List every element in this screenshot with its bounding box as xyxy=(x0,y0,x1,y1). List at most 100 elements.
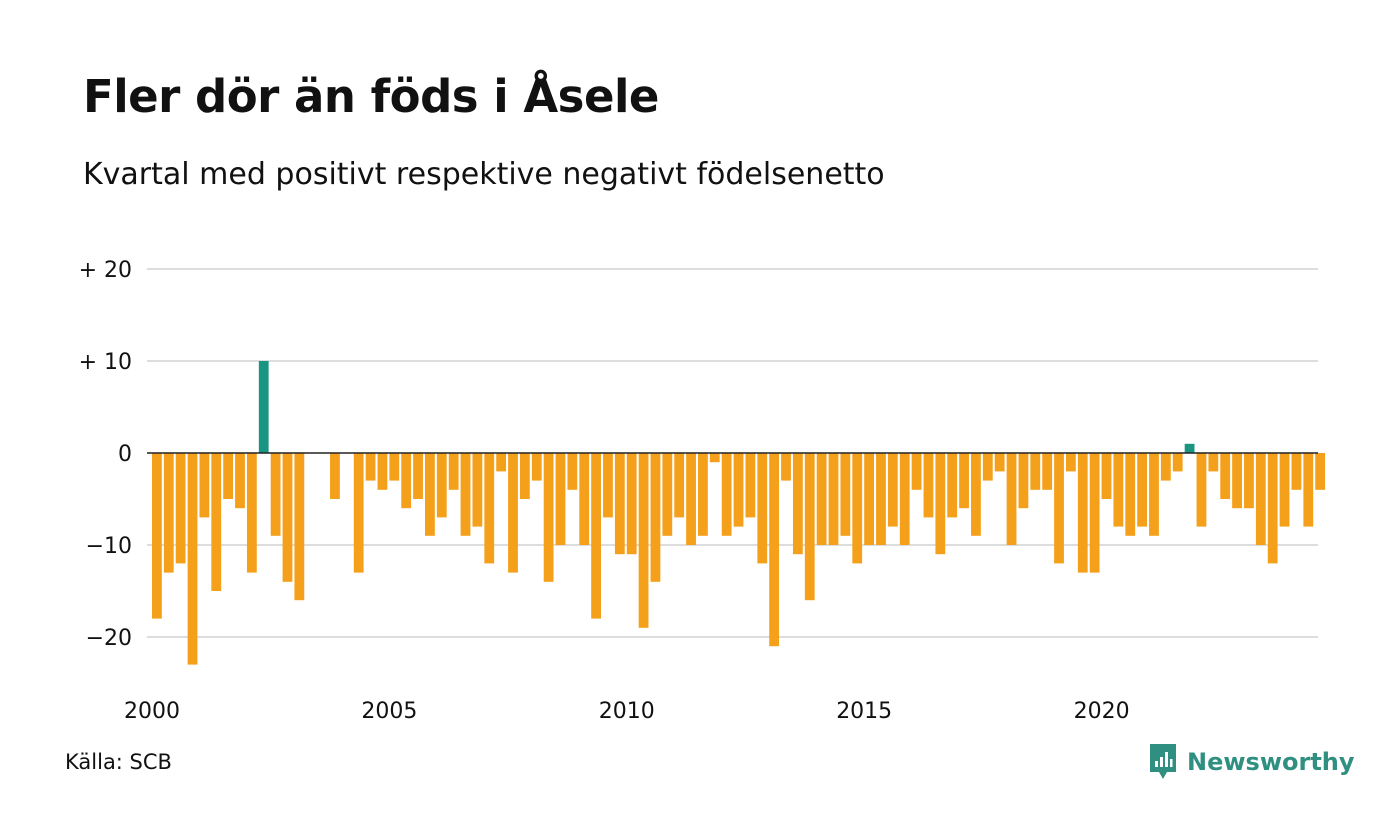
bar-negative xyxy=(1172,453,1183,472)
bar-negative xyxy=(448,453,459,490)
bar-negative xyxy=(971,453,981,536)
bar-negative xyxy=(460,453,471,536)
bar-negative xyxy=(187,453,198,665)
bar-negative xyxy=(1042,453,1053,490)
bar-negative xyxy=(591,453,601,619)
bar-negative xyxy=(947,453,958,518)
bar-negative xyxy=(935,453,946,555)
bar-negative xyxy=(567,453,578,490)
bar-negative xyxy=(294,453,305,601)
bar-negative xyxy=(1291,453,1302,490)
newsworthy-logo-icon xyxy=(1150,744,1176,779)
x-tick-label: 2015 xyxy=(836,699,892,724)
bar-negative xyxy=(1101,453,1112,499)
bar-negative xyxy=(1160,453,1171,481)
y-tick-label: −10 xyxy=(86,534,132,559)
bar-negative xyxy=(1267,453,1278,564)
bar-negative xyxy=(1006,453,1017,545)
bar-negative xyxy=(436,453,447,518)
bar-negative xyxy=(1149,453,1159,536)
bar-negative xyxy=(1113,453,1124,527)
bar-negative xyxy=(1303,453,1314,527)
brand-name: Newsworthy xyxy=(1187,748,1355,776)
bar-negative xyxy=(662,453,673,536)
bar-negative xyxy=(1279,453,1290,527)
bar-negative xyxy=(401,453,412,509)
x-tick-label: 2020 xyxy=(1074,699,1130,724)
y-tick-label: 0 xyxy=(118,442,132,467)
bar-negative xyxy=(1018,453,1029,509)
bar-negative xyxy=(614,453,625,555)
bar-negative xyxy=(1030,453,1041,490)
bar-negative xyxy=(887,453,898,527)
bar-negative xyxy=(698,453,708,536)
bar-negative xyxy=(1065,453,1076,472)
bar-negative xyxy=(994,453,1005,472)
bar-negative xyxy=(721,453,732,536)
bar-negative xyxy=(781,453,791,481)
bar-negative xyxy=(1089,453,1100,573)
bar-negative xyxy=(199,453,210,518)
bar-negative xyxy=(246,453,257,573)
bar-negative xyxy=(982,453,993,481)
bar-positive xyxy=(258,361,269,453)
bar-negative xyxy=(852,453,863,564)
bar-negative xyxy=(816,453,827,545)
bar-negative xyxy=(152,453,162,619)
bar-negative xyxy=(911,453,922,490)
brand-logo[interactable]: Newsworthy xyxy=(1148,742,1355,782)
bar-negative xyxy=(899,453,910,545)
bar-negative xyxy=(923,453,934,518)
bar-negative xyxy=(686,453,696,545)
bar-negative xyxy=(282,453,293,582)
bar-negative xyxy=(1244,453,1254,509)
bar-negative xyxy=(757,453,768,564)
x-tick-label: 2005 xyxy=(361,699,417,724)
bar-negative xyxy=(1315,453,1326,490)
bar-negative xyxy=(389,453,400,481)
bar-negative xyxy=(555,453,566,545)
bar-negative xyxy=(425,453,435,536)
bar-negative xyxy=(484,453,495,564)
bar-negative xyxy=(543,453,554,582)
bar-negative xyxy=(377,453,388,490)
bar-negative xyxy=(626,453,637,555)
bar-negative xyxy=(496,453,507,472)
bar-negative xyxy=(840,453,851,536)
bar-negative xyxy=(1232,453,1242,509)
bar-negative xyxy=(603,453,613,518)
bar-negative xyxy=(235,453,245,509)
bar-negative xyxy=(472,453,483,527)
bar-negative xyxy=(792,453,803,555)
bar-negative xyxy=(1054,453,1064,564)
bar-negative xyxy=(1196,453,1207,527)
bar-positive xyxy=(1184,443,1195,453)
bar-negative xyxy=(531,453,542,481)
bar-negative xyxy=(733,453,744,527)
bar-negative xyxy=(353,453,364,573)
bar-negative xyxy=(709,453,720,463)
y-tick-label: + 10 xyxy=(79,350,132,375)
bar-negative xyxy=(1137,453,1148,527)
bar-negative xyxy=(1255,453,1266,545)
y-tick-label: + 20 xyxy=(79,258,132,283)
bar-negative xyxy=(519,453,530,499)
bar-negative xyxy=(1220,453,1231,499)
bar-negative xyxy=(579,453,590,545)
bar-negative xyxy=(1077,453,1088,573)
chart-subtitle: Kvartal med positivt respektive negativt… xyxy=(83,157,885,192)
bar-negative xyxy=(745,453,756,518)
chart-title: Fler dör än föds i Åsele xyxy=(83,70,659,123)
bar-negative xyxy=(508,453,518,573)
x-tick-label: 2010 xyxy=(599,699,655,724)
bar-negative xyxy=(223,453,234,499)
bar-negative xyxy=(959,453,969,509)
bar-negative xyxy=(163,453,174,573)
x-tick-label: 2000 xyxy=(124,699,180,724)
bar-negative xyxy=(330,453,340,499)
bar-negative xyxy=(638,453,649,628)
bar-negative xyxy=(876,453,886,545)
y-tick-label: −20 xyxy=(86,626,132,651)
